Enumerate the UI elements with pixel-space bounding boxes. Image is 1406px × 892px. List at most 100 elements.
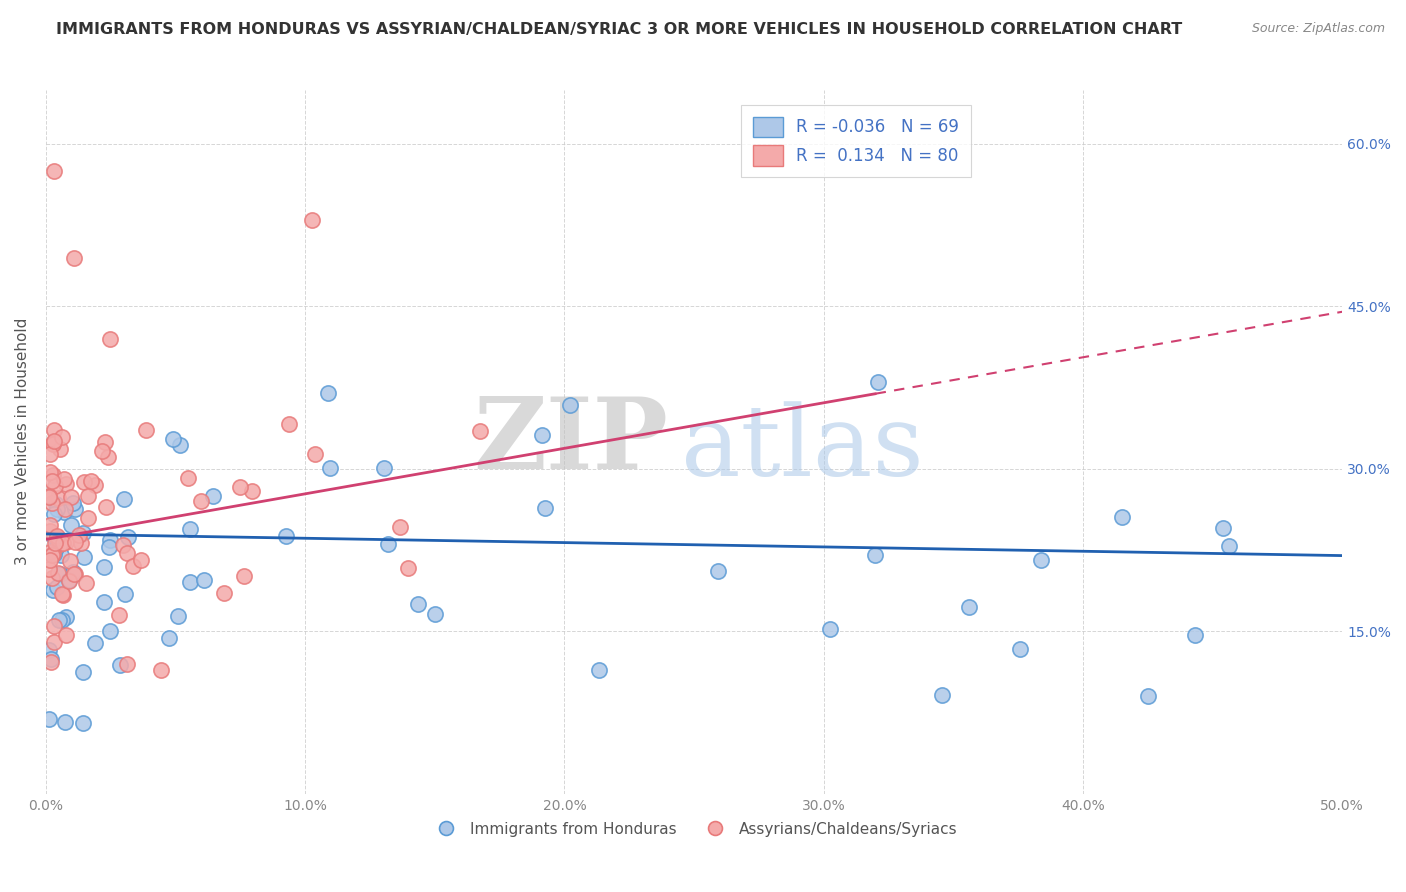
Point — [53, 472, 76, 486]
Point — [425, 607, 447, 622]
Legend: Immigrants from Honduras, Assyrians/Chaldeans/Syriacs: Immigrants from Honduras, Assyrians/Chal… — [425, 815, 965, 843]
Point — [72, 526, 94, 541]
Point — [52, 588, 75, 602]
Point — [114, 587, 136, 601]
Point — [108, 657, 131, 672]
Point — [534, 501, 557, 516]
Text: Source: ZipAtlas.com: Source: ZipAtlas.com — [1251, 22, 1385, 36]
Point — [212, 586, 235, 600]
Point — [112, 538, 135, 552]
Point — [38, 562, 60, 576]
Point — [377, 537, 399, 551]
Point — [55, 628, 77, 642]
Point — [42, 507, 65, 521]
Point — [41, 437, 63, 451]
Point — [44, 619, 66, 633]
Point — [193, 574, 215, 588]
Point — [233, 568, 256, 582]
Point — [866, 375, 889, 389]
Point — [51, 613, 73, 627]
Point — [63, 502, 86, 516]
Point — [112, 491, 135, 506]
Point — [58, 574, 80, 588]
Point — [319, 461, 342, 475]
Point — [42, 583, 65, 598]
Point — [117, 546, 139, 560]
Point — [38, 553, 60, 567]
Point — [162, 433, 184, 447]
Point — [44, 536, 66, 550]
Point — [39, 447, 62, 461]
Point — [84, 636, 107, 650]
Point — [49, 442, 72, 457]
Point — [863, 548, 886, 562]
Point — [60, 490, 83, 504]
Point — [41, 651, 63, 665]
Point — [38, 712, 60, 726]
Point — [39, 545, 62, 559]
Point — [80, 474, 103, 488]
Point — [51, 430, 73, 444]
Point — [117, 530, 139, 544]
Point — [94, 500, 117, 514]
Point — [468, 424, 491, 438]
Point — [70, 536, 93, 550]
Point — [94, 435, 117, 450]
Point — [115, 657, 138, 671]
Point — [44, 530, 66, 544]
Point — [59, 554, 82, 568]
Point — [388, 520, 411, 534]
Text: atlas: atlas — [681, 401, 924, 497]
Point — [1010, 642, 1032, 657]
Point — [46, 531, 69, 545]
Text: ZIP: ZIP — [474, 393, 668, 491]
Point — [240, 483, 263, 498]
Point — [38, 518, 60, 533]
Point — [531, 428, 554, 442]
Point — [55, 534, 77, 549]
Point — [39, 465, 62, 479]
Point — [98, 624, 121, 639]
Point — [1111, 509, 1133, 524]
Point — [63, 567, 86, 582]
Point — [304, 447, 326, 461]
Point — [77, 510, 100, 524]
Point — [818, 622, 841, 636]
Point — [277, 417, 299, 431]
Point — [39, 655, 62, 669]
Point — [931, 688, 953, 702]
Point — [63, 535, 86, 549]
Point — [42, 436, 65, 450]
Point — [42, 434, 65, 448]
Point — [44, 479, 66, 493]
Point — [93, 560, 115, 574]
Point — [179, 574, 201, 589]
Point — [98, 540, 121, 554]
Point — [48, 566, 70, 581]
Point — [62, 496, 84, 510]
Point — [55, 609, 77, 624]
Point — [135, 423, 157, 437]
Point — [84, 477, 107, 491]
Point — [42, 164, 65, 178]
Point — [1184, 628, 1206, 642]
Point — [45, 502, 67, 516]
Point — [707, 564, 730, 578]
Point — [149, 663, 172, 677]
Point — [406, 597, 429, 611]
Point — [41, 572, 63, 586]
Point — [108, 608, 131, 623]
Point — [176, 471, 198, 485]
Point — [53, 715, 76, 730]
Point — [97, 450, 120, 464]
Point — [42, 423, 65, 437]
Point — [55, 477, 77, 491]
Point — [53, 501, 76, 516]
Point — [46, 491, 69, 505]
Text: IMMIGRANTS FROM HONDURAS VS ASSYRIAN/CHALDEAN/SYRIAC 3 OR MORE VEHICLES IN HOUSE: IMMIGRANTS FROM HONDURAS VS ASSYRIAN/CHA… — [55, 22, 1182, 37]
Point — [48, 614, 70, 628]
Point — [39, 524, 62, 538]
Point — [72, 549, 94, 564]
Point — [1218, 539, 1240, 553]
Point — [1137, 689, 1160, 703]
